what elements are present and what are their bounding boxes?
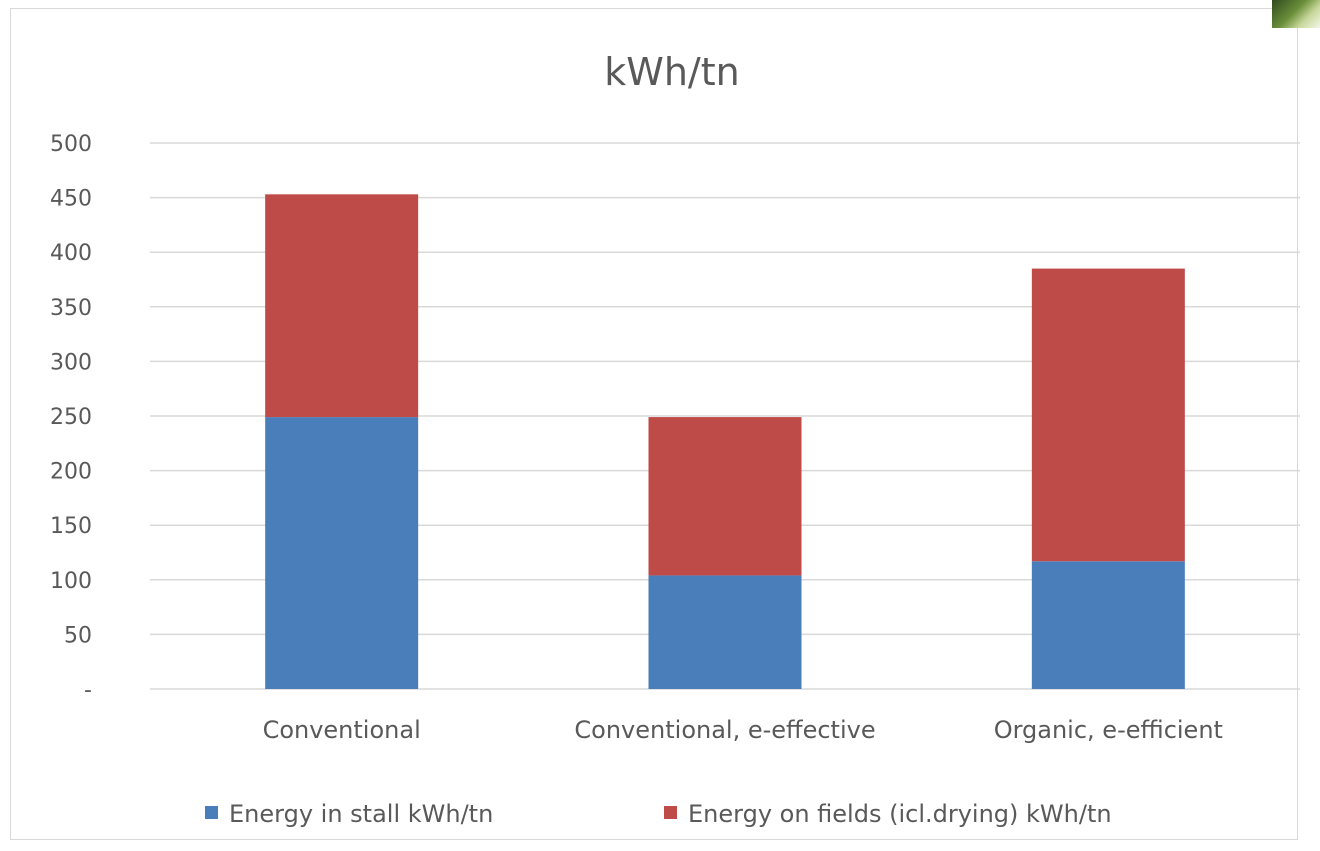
legend-swatch-1 [664,806,677,819]
bar-2-series-1 [1031,268,1185,562]
y-tick-label-7: 350 [50,296,92,321]
legend-swatch-0 [205,806,218,819]
y-tick-label-8: 400 [50,241,92,266]
y-tick-label-10: 500 [50,132,92,157]
legend-label-0: Energy in stall kWh/tn [229,800,493,828]
y-tick-label-9: 450 [50,187,92,212]
bar-0-series-1 [265,194,419,418]
y-tick-label-2: 100 [50,569,92,594]
y-axis-tick-labels: - 50 100 150 200 250 300 350 400 450 500 [50,132,92,703]
y-tick-label-3: 150 [50,514,92,539]
y-tick-label-5: 250 [50,405,92,430]
x-category-label-2: Organic, e-efficient [994,716,1223,744]
bar-2-series-0 [1031,561,1185,689]
x-category-label-0: Conventional [263,716,421,744]
y-tick-label-1: 50 [64,623,92,648]
chart-title: kWh/tn [604,50,739,94]
x-category-label-1: Conventional, e-effective [574,716,875,744]
legend-label-1: Energy on fields (icl.drying) kWh/tn [688,800,1112,828]
y-tick-label-4: 200 [50,460,92,485]
corner-decoration-image [1272,0,1320,28]
bar-1-series-1 [648,417,802,576]
y-tick-label-6: 300 [50,350,92,375]
y-tick-label-0: - [84,678,92,703]
x-axis-category-labels: Conventional Conventional, e-effective Org… [263,716,1223,744]
legend: Energy in stall kWh/tn Energy on fields (… [205,800,1112,828]
bar-1-series-0 [648,575,802,689]
bar-0-series-0 [265,417,419,689]
bars [265,194,1185,689]
